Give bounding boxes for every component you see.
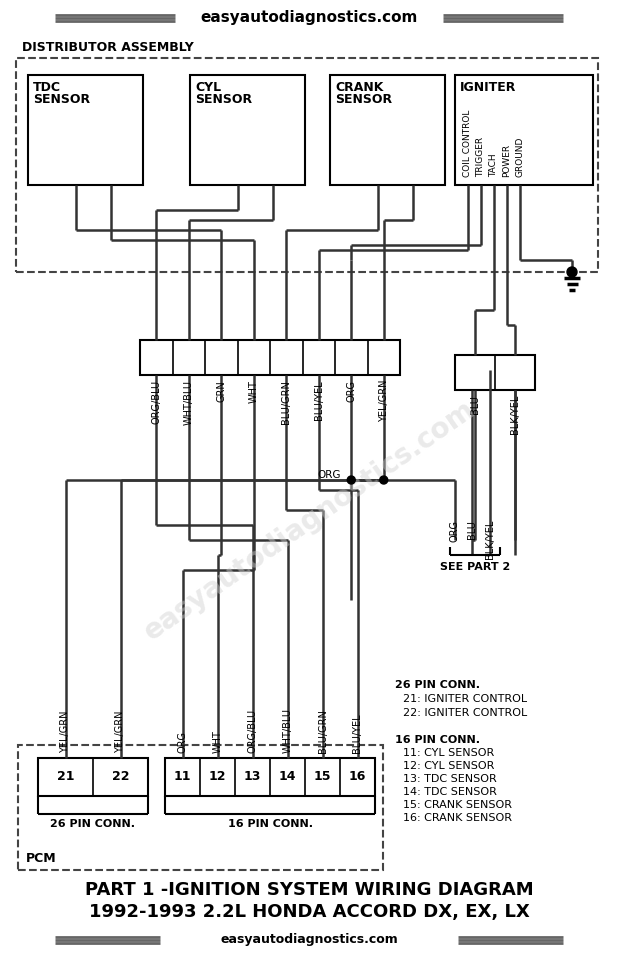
Bar	[330, 75, 445, 185]
Text: 16 PIN CONN.: 16 PIN CONN.	[227, 819, 313, 829]
Text: 22: 22	[112, 770, 129, 783]
Text: BLK/YEL: BLK/YEL	[510, 395, 520, 434]
Text: TRIGGER: TRIGGER	[476, 137, 486, 177]
Text: 21: IGNITER CONTROL: 21: IGNITER CONTROL	[403, 694, 527, 704]
Circle shape	[567, 267, 577, 277]
Text: BLK/YEL: BLK/YEL	[485, 520, 495, 560]
Bar	[455, 75, 593, 185]
Bar	[28, 75, 143, 185]
Bar	[18, 745, 383, 870]
Text: BLU/GRN: BLU/GRN	[281, 380, 291, 424]
Bar	[140, 340, 400, 375]
Bar	[455, 355, 535, 390]
Text: SENSOR: SENSOR	[195, 93, 252, 107]
Text: 11: 11	[174, 770, 191, 783]
Text: GRN: GRN	[216, 380, 226, 402]
Text: WHT: WHT	[213, 730, 222, 753]
Text: BLU/GRN: BLU/GRN	[318, 710, 328, 753]
Text: 14: TDC SENSOR: 14: TDC SENSOR	[403, 787, 497, 797]
Circle shape	[379, 476, 387, 484]
Text: SENSOR: SENSOR	[335, 93, 392, 107]
Text: 15: CRANK SENSOR: 15: CRANK SENSOR	[403, 800, 512, 810]
Text: 21: 21	[57, 770, 74, 783]
Text: SENSOR: SENSOR	[33, 93, 90, 107]
Text: 22: IGNITER CONTROL: 22: IGNITER CONTROL	[403, 708, 527, 718]
Text: PART 1 -IGNITION SYSTEM WIRING DIAGRAM: PART 1 -IGNITION SYSTEM WIRING DIAGRAM	[85, 881, 533, 899]
Text: 12: CYL SENSOR: 12: CYL SENSOR	[403, 761, 494, 771]
Text: 13: 13	[244, 770, 261, 783]
Text: CRANK: CRANK	[335, 81, 383, 94]
Text: BLU: BLU	[470, 395, 480, 414]
Text: ORG/BLU: ORG/BLU	[151, 380, 161, 424]
Text: 16: 16	[349, 770, 366, 783]
Text: ORG: ORG	[318, 470, 341, 480]
Text: WHT/BLU: WHT/BLU	[184, 380, 194, 425]
Text: BLU/YEL: BLU/YEL	[352, 713, 363, 753]
Text: 11: CYL SENSOR: 11: CYL SENSOR	[403, 748, 494, 758]
Text: PCM: PCM	[26, 852, 57, 864]
Text: TDC: TDC	[33, 81, 61, 94]
Text: IGNITER: IGNITER	[460, 81, 517, 94]
Circle shape	[347, 476, 355, 484]
Text: GROUND: GROUND	[515, 136, 525, 177]
Text: 14: 14	[279, 770, 296, 783]
Text: 1992-1993 2.2L HONDA ACCORD DX, EX, LX: 1992-1993 2.2L HONDA ACCORD DX, EX, LX	[88, 903, 530, 921]
Text: POWER: POWER	[502, 144, 512, 177]
Text: YEL/GRN: YEL/GRN	[116, 710, 125, 753]
Text: 16: CRANK SENSOR: 16: CRANK SENSOR	[403, 813, 512, 823]
Text: 12: 12	[209, 770, 226, 783]
Bar	[165, 758, 375, 796]
Text: ORG: ORG	[177, 731, 187, 753]
Text: YEL/GRN: YEL/GRN	[61, 710, 70, 753]
Text: WHT: WHT	[249, 380, 259, 403]
Text: TACH: TACH	[489, 154, 499, 177]
Text: SEE PART 2: SEE PART 2	[440, 562, 510, 572]
Text: easyautodiagnostics.com: easyautodiagnostics.com	[139, 395, 481, 646]
Text: 13: TDC SENSOR: 13: TDC SENSOR	[403, 774, 497, 784]
Bar	[190, 75, 305, 185]
Text: easyautodiagnostics.com: easyautodiagnostics.com	[220, 934, 398, 947]
Bar	[38, 758, 148, 796]
Text: 26 PIN CONN.: 26 PIN CONN.	[395, 680, 480, 690]
Text: DISTRIBUTOR ASSEMBLY: DISTRIBUTOR ASSEMBLY	[22, 41, 194, 55]
Text: ORG: ORG	[450, 520, 460, 542]
Text: BLU/YEL: BLU/YEL	[314, 380, 324, 419]
Text: easyautodiagnostics.com: easyautodiagnostics.com	[200, 11, 418, 25]
Text: YEL/GRN: YEL/GRN	[379, 380, 389, 422]
Text: WHT/BLU: WHT/BLU	[282, 708, 292, 753]
Text: COIL CONTROL: COIL CONTROL	[464, 110, 473, 177]
Text: ORG: ORG	[346, 380, 356, 402]
Text: ORG/BLU: ORG/BLU	[247, 709, 258, 753]
Text: 26 PIN CONN.: 26 PIN CONN.	[51, 819, 135, 829]
Text: 16 PIN CONN.: 16 PIN CONN.	[395, 735, 480, 745]
Text: BLU: BLU	[467, 520, 477, 539]
Bar	[16, 58, 598, 272]
Text: CYL: CYL	[195, 81, 221, 94]
Text: 15: 15	[314, 770, 331, 783]
